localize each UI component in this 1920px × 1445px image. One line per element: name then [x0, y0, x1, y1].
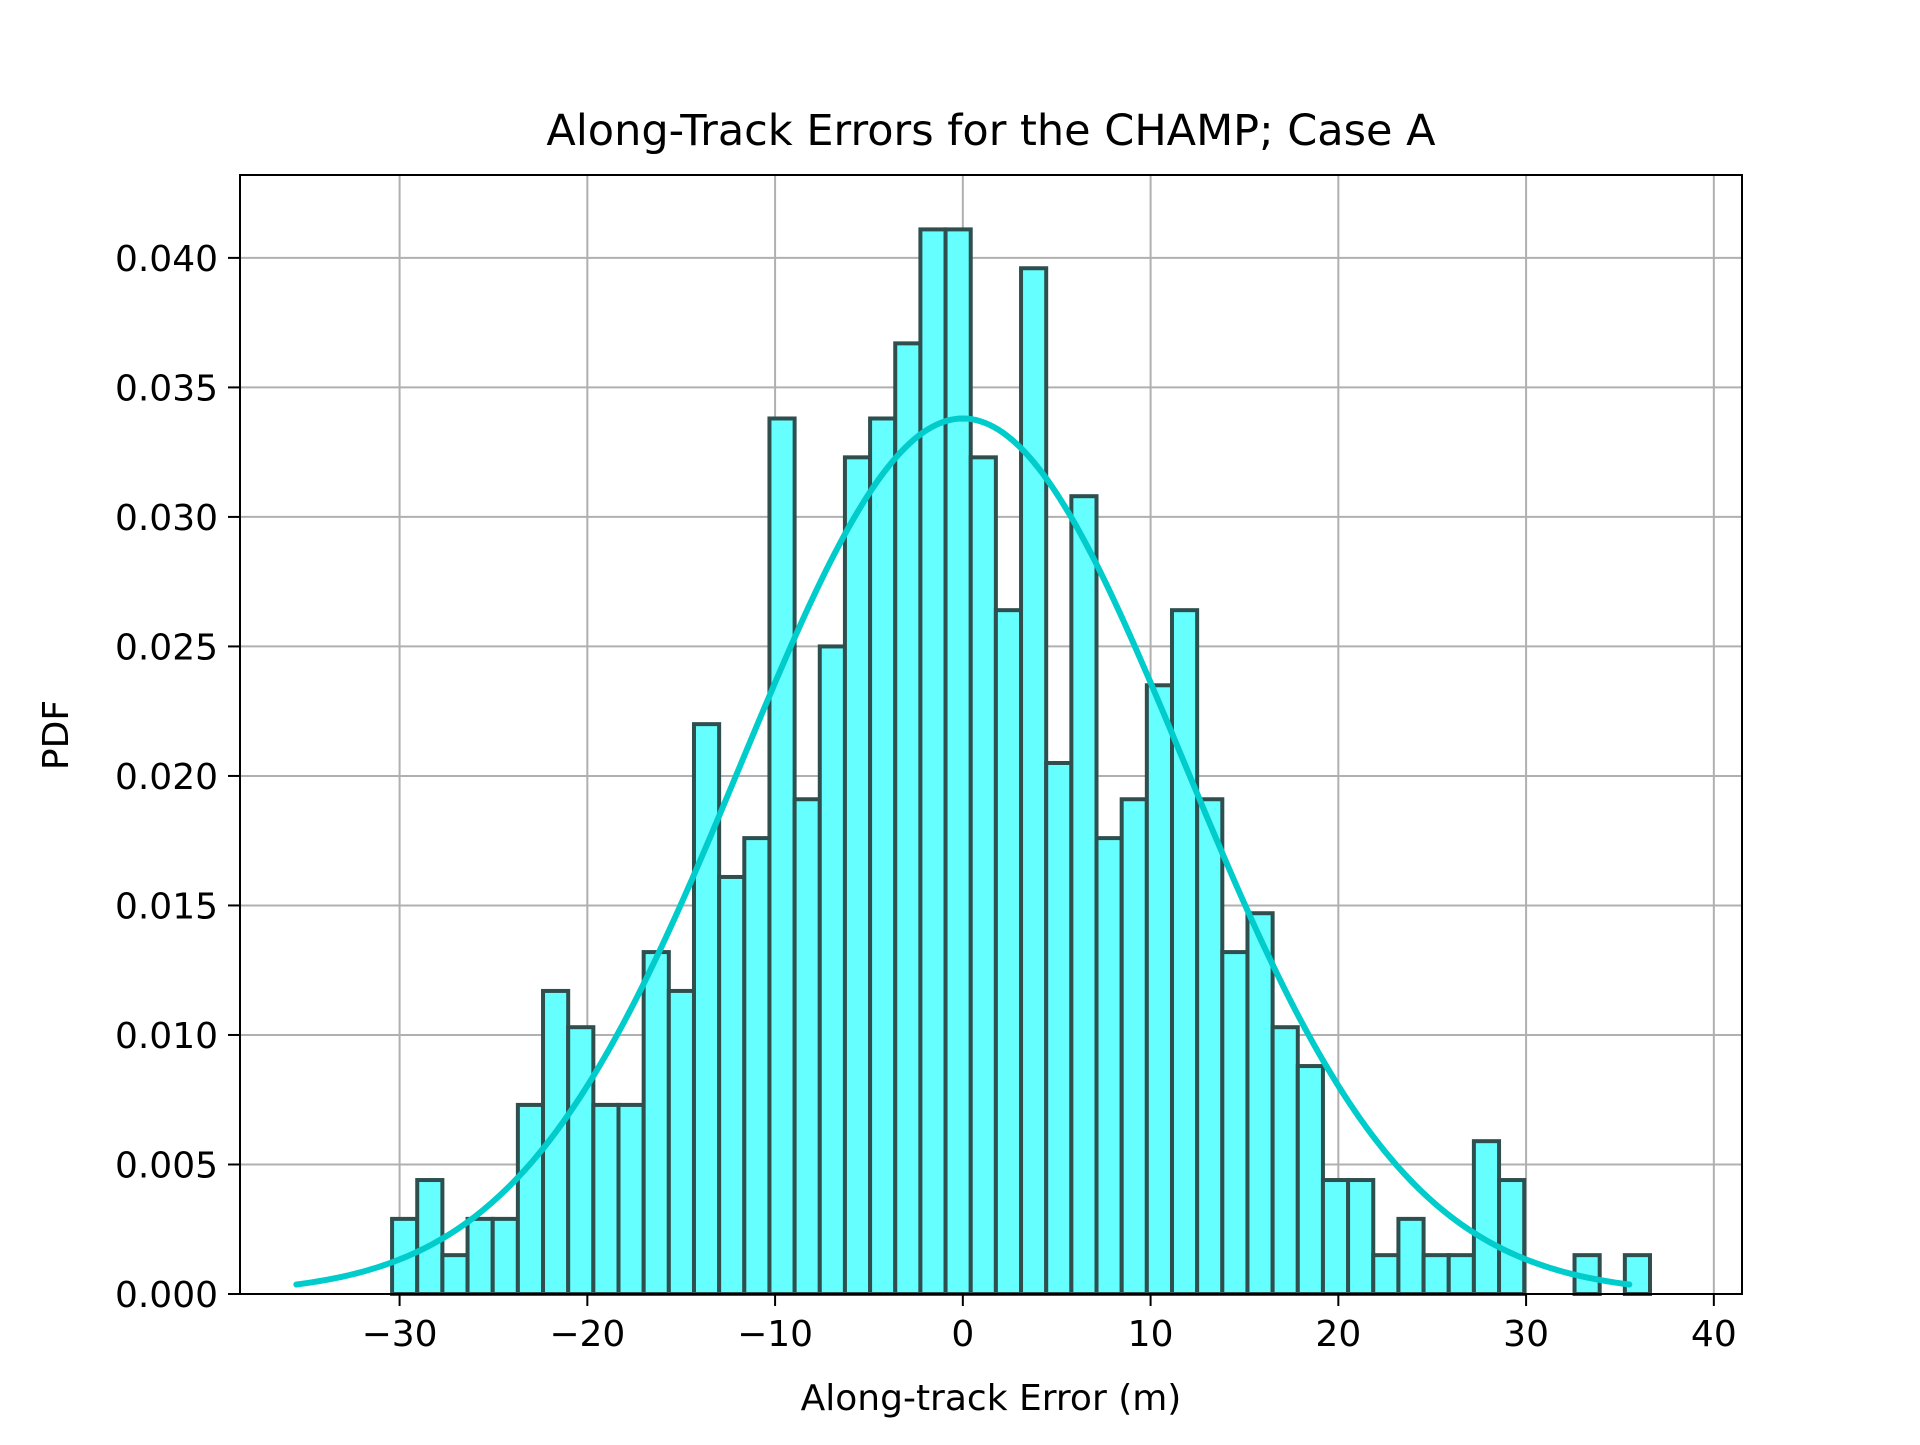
- x-tick-label: 0: [951, 1314, 974, 1355]
- y-tick-label: 0.010: [115, 1016, 218, 1057]
- histogram-bar: [515, 1102, 546, 1296]
- normal-fit-curve: [293, 415, 1633, 1288]
- histogram-bar: [868, 416, 898, 1297]
- chart-title: Along-Track Errors for the CHAMP; Case A: [546, 106, 1436, 156]
- histogram-bar: [1421, 1253, 1451, 1297]
- histogram-bar: [666, 988, 696, 1296]
- histogram-bar: [1044, 760, 1074, 1296]
- histogram-bar: [691, 722, 722, 1296]
- x-tick-label: 30: [1503, 1314, 1549, 1355]
- histogram-bar: [641, 950, 671, 1296]
- histogram-bar: [893, 341, 923, 1296]
- y-tick-label: 0.020: [115, 757, 218, 798]
- histogram-bar: [566, 1025, 596, 1297]
- histogram-bar: [918, 227, 948, 1296]
- y-tick-label: 0.040: [115, 239, 218, 280]
- histogram-bar: [1195, 797, 1225, 1296]
- histogram-bar: [842, 455, 873, 1296]
- y-tick-label: 0.030: [115, 498, 218, 539]
- histogram-bar: [1396, 1216, 1426, 1297]
- histogram-bar: [1371, 1253, 1401, 1297]
- histogram-bar: [1471, 1139, 1502, 1296]
- histogram-bar: [415, 1178, 445, 1297]
- plot-frame: [239, 174, 1743, 1295]
- histogram-bar: [1497, 1178, 1527, 1297]
- histogram-bar: [792, 797, 822, 1296]
- y-tick-label: 0.035: [115, 368, 218, 409]
- y-axis-label: PDF: [36, 700, 77, 770]
- histogram-bar: [767, 416, 797, 1297]
- histogram-bar: [1069, 494, 1099, 1296]
- histogram-bar: [1622, 1253, 1653, 1297]
- y-tick-label: 0.000: [115, 1275, 218, 1316]
- x-tick-label: −20: [549, 1314, 625, 1355]
- histogram-bar: [1169, 608, 1200, 1296]
- x-tick-label: 20: [1315, 1314, 1361, 1355]
- histogram-bar: [1320, 1178, 1351, 1297]
- histogram-bar: [1119, 797, 1149, 1296]
- fit-curve-layer: [293, 415, 1633, 1288]
- histogram-bar: [943, 227, 973, 1296]
- axis-ticks: −30 −20 −10 0 10 20 30 40 0.000 0.005 0.010 0.015 0.…: [115, 239, 1737, 1355]
- x-tick-label: −10: [737, 1314, 813, 1355]
- histogram-bar: [1295, 1064, 1325, 1296]
- histogram-bar: [817, 644, 847, 1296]
- x-tick-label: −30: [362, 1314, 438, 1355]
- x-tick-label: 10: [1128, 1314, 1174, 1355]
- histogram-bar: [1094, 836, 1124, 1296]
- histogram-bar: [591, 1102, 621, 1296]
- y-tick-label: 0.015: [115, 886, 218, 927]
- histogram-bar: [742, 836, 772, 1296]
- histogram-bar: [968, 455, 998, 1296]
- histogram-bar: [1446, 1253, 1476, 1297]
- histogram-bar: [1144, 683, 1174, 1296]
- histogram-bar: [993, 608, 1024, 1296]
- histogram-bar: [440, 1253, 470, 1297]
- y-tick-label: 0.025: [115, 627, 218, 668]
- y-tick-label: 0.005: [115, 1145, 218, 1186]
- histogram-bar: [1220, 950, 1250, 1296]
- histogram-bar: [1346, 1178, 1376, 1297]
- histogram-bar: [717, 874, 747, 1296]
- histogram-bar: [1245, 911, 1275, 1297]
- histogram-bar: [1270, 1025, 1300, 1297]
- histogram-bar: [490, 1216, 520, 1297]
- x-tick-label: 40: [1691, 1314, 1737, 1355]
- histogram-bar: [465, 1216, 495, 1297]
- histogram-bar: [616, 1102, 646, 1296]
- x-axis-label: Along-track Error (m): [801, 1378, 1182, 1419]
- histogram-bar: [1019, 266, 1049, 1296]
